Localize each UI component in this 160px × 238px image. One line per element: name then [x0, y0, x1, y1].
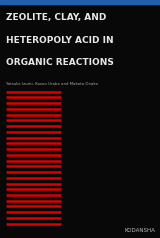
- Text: HETEROPOLY ACID IN: HETEROPOLY ACID IN: [6, 36, 114, 45]
- Bar: [0, 0, 160, 4]
- Text: Yatsuke Izumi, Kazuo Urabe and Makoto Onaka: Yatsuke Izumi, Kazuo Urabe and Makoto On…: [6, 82, 98, 86]
- Text: KODANSHA: KODANSHA: [124, 228, 155, 233]
- Text: ZEOLITE, CLAY, AND: ZEOLITE, CLAY, AND: [6, 13, 107, 22]
- Text: ORGANIC REACTIONS: ORGANIC REACTIONS: [6, 58, 114, 67]
